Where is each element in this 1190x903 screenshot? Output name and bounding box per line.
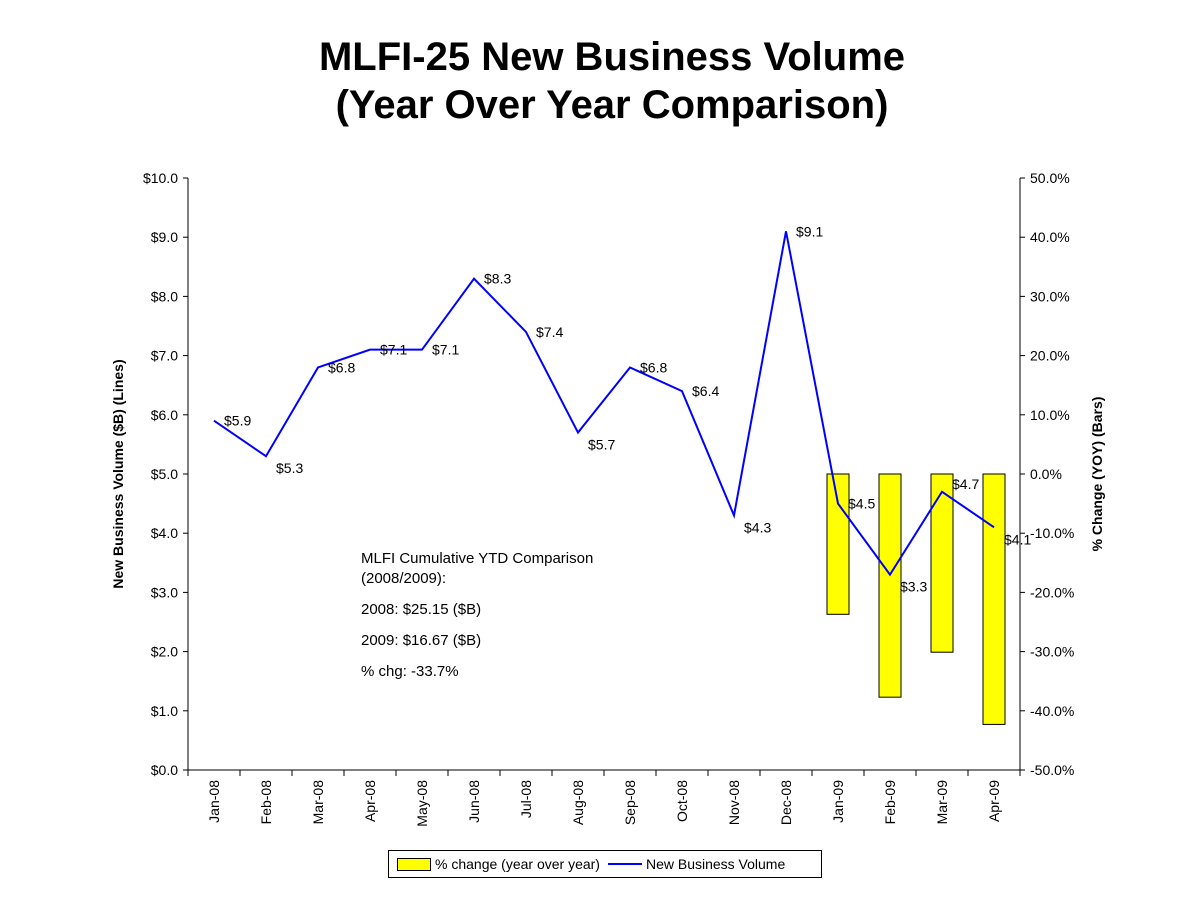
y2-tick-label: 50.0% bbox=[1030, 170, 1070, 186]
data-label-Dec-08: $9.1 bbox=[796, 223, 823, 239]
x-tick-label: Jan-08 bbox=[206, 780, 222, 823]
x-tick-label: Dec-08 bbox=[778, 780, 794, 825]
y-axis-title: New Business Volume ($B) (Lines) bbox=[110, 359, 126, 588]
x-tick-label: Jun-08 bbox=[466, 780, 482, 823]
y2-tick-label: 30.0% bbox=[1030, 288, 1070, 304]
x-tick-label: Oct-08 bbox=[674, 780, 690, 822]
annotation-line1: MLFI Cumulative YTD Comparison bbox=[361, 550, 594, 567]
x-tick-label: Feb-08 bbox=[258, 780, 274, 825]
data-label-Jan-08: $5.9 bbox=[224, 413, 251, 429]
y2-axis-title: % Change (YOY) (Bars) bbox=[1089, 397, 1105, 552]
x-tick-label: Apr-09 bbox=[986, 780, 1002, 822]
chart-title-line2: (Year Over Year Comparison) bbox=[335, 83, 889, 127]
y2-tick-label: -20.0% bbox=[1030, 584, 1074, 600]
y-tick-label: $2.0 bbox=[151, 644, 178, 660]
y2-tick-label: -10.0% bbox=[1030, 525, 1074, 541]
y-tick-label: $3.0 bbox=[151, 584, 178, 600]
data-label-May-08: $7.1 bbox=[432, 342, 459, 358]
data-label-Mar-08: $6.8 bbox=[328, 359, 355, 375]
y2-tick-label: -50.0% bbox=[1030, 762, 1074, 778]
bar-Mar-09 bbox=[930, 473, 954, 653]
legend-bar-swatch bbox=[397, 857, 431, 871]
legend: % change (year over year) New Business V… bbox=[388, 850, 822, 878]
data-label-Oct-08: $6.4 bbox=[692, 383, 719, 399]
y-tick-label: $0.0 bbox=[151, 762, 178, 778]
data-label-Sep-08: $6.8 bbox=[640, 359, 667, 375]
y-tick-label: $1.0 bbox=[151, 703, 178, 719]
legend-line-label: New Business Volume bbox=[645, 856, 786, 872]
annotation-line2: (2008/2009): bbox=[361, 570, 447, 587]
legend-line-swatch bbox=[607, 863, 642, 865]
y-tick-label: $5.0 bbox=[151, 466, 178, 482]
x-tick-label: Jan-09 bbox=[830, 780, 846, 823]
data-label-Jun-08: $8.3 bbox=[484, 271, 511, 287]
data-label-Feb-09: $3.3 bbox=[900, 579, 927, 595]
y-tick-label: $4.0 bbox=[151, 525, 178, 541]
data-label-Apr-09: $4.1 bbox=[1004, 531, 1031, 547]
y-tick-label: $10.0 bbox=[143, 170, 178, 186]
chart-title-line1: MLFI-25 New Business Volume bbox=[318, 35, 906, 79]
x-tick-label: Mar-09 bbox=[934, 780, 950, 825]
data-label-Apr-08: $7.1 bbox=[380, 342, 407, 358]
y-tick-label: $6.0 bbox=[151, 407, 178, 423]
annotation-line5: % chg: -33.7% bbox=[361, 663, 459, 680]
x-tick-label: Mar-08 bbox=[310, 780, 326, 825]
annotation-line4: 2009: $16.67 ($B) bbox=[361, 632, 482, 649]
y2-tick-label: 40.0% bbox=[1030, 229, 1070, 245]
volume-line bbox=[213, 231, 995, 577]
annotation-line3: 2008: $25.15 ($B) bbox=[361, 601, 482, 618]
bar-Feb-09 bbox=[878, 473, 902, 698]
data-label-Jul-08: $7.4 bbox=[536, 324, 563, 340]
x-tick-label: Jul-08 bbox=[518, 780, 534, 818]
x-tick-label: May-08 bbox=[414, 780, 430, 827]
data-label-Mar-09: $4.7 bbox=[952, 476, 979, 492]
bar-Apr-09 bbox=[982, 473, 1006, 725]
data-label-Feb-08: $5.3 bbox=[276, 460, 303, 476]
x-tick-label: Apr-08 bbox=[362, 780, 378, 822]
y-tick-label: $8.0 bbox=[151, 288, 178, 304]
x-tick-label: Nov-08 bbox=[726, 780, 742, 825]
y2-tick-label: -40.0% bbox=[1030, 703, 1074, 719]
bar-Jan-09 bbox=[826, 473, 850, 615]
x-tick-label: Feb-09 bbox=[882, 780, 898, 825]
y2-tick-label: -30.0% bbox=[1030, 644, 1074, 660]
y-tick-label: $9.0 bbox=[151, 229, 178, 245]
x-tick-label: Aug-08 bbox=[570, 780, 586, 825]
y2-tick-label: 20.0% bbox=[1030, 348, 1070, 364]
data-label-Nov-08: $4.3 bbox=[744, 519, 771, 535]
y2-tick-label: 10.0% bbox=[1030, 407, 1070, 423]
legend-bar-label: % change (year over year) bbox=[435, 856, 600, 872]
data-label-Aug-08: $5.7 bbox=[588, 437, 615, 453]
y2-tick-label: 0.0% bbox=[1030, 466, 1062, 482]
x-tick-label: Sep-08 bbox=[622, 780, 638, 825]
y-tick-label: $7.0 bbox=[151, 348, 178, 364]
data-label-Jan-09: $4.5 bbox=[848, 496, 875, 512]
